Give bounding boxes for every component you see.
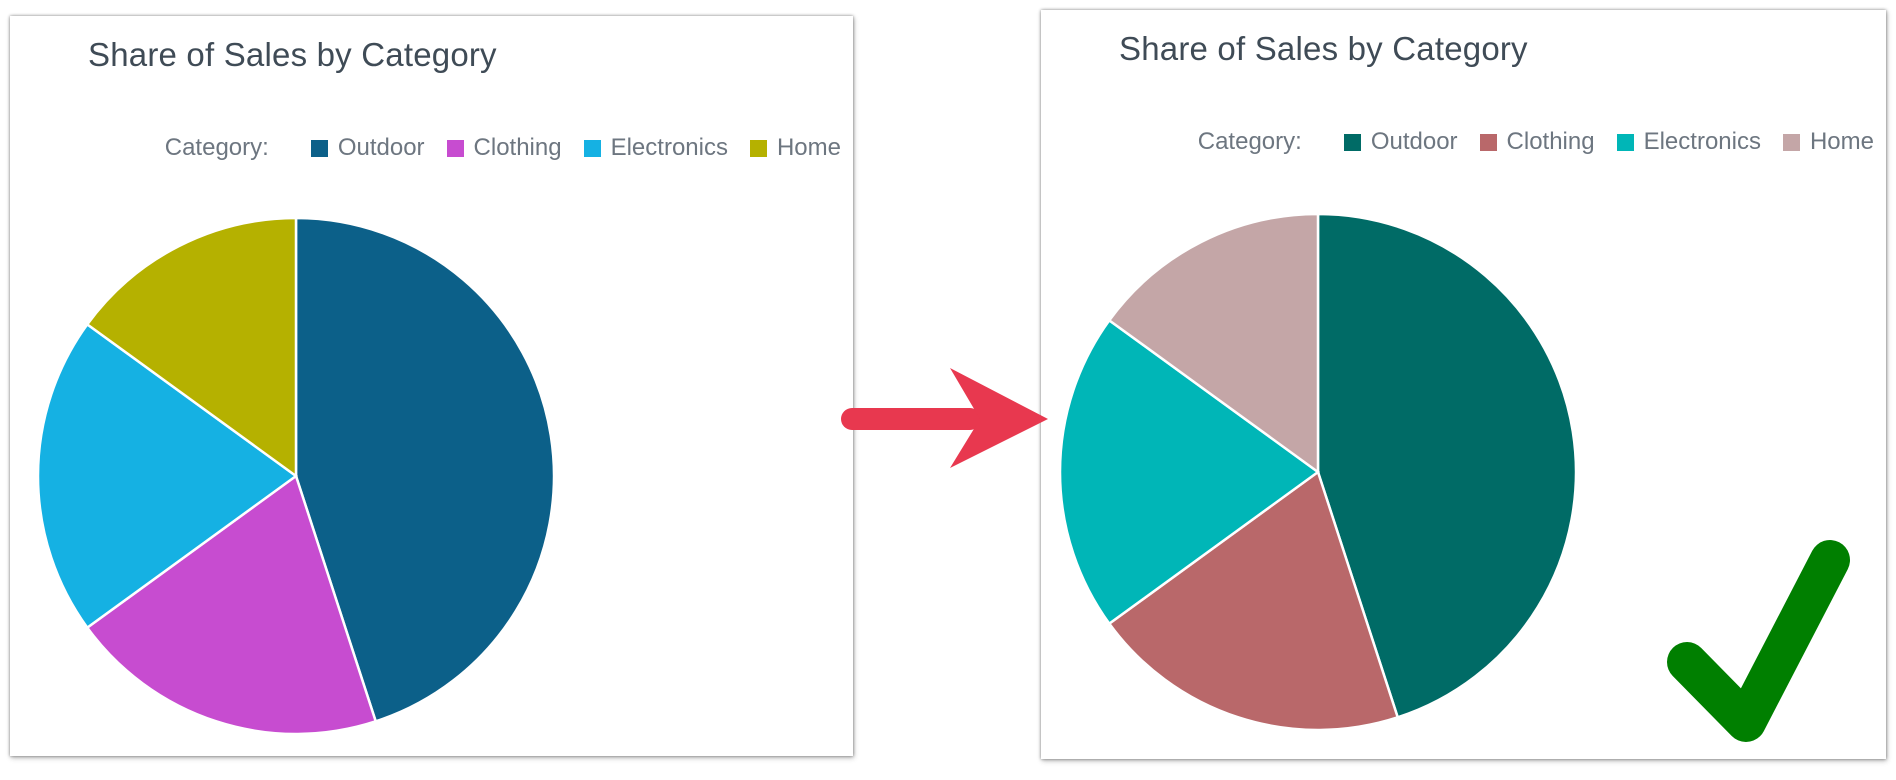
- legend-label: Home: [1809, 128, 1874, 155]
- legend-label: Clothing: [473, 134, 562, 161]
- right-arrow-icon: [841, 368, 1048, 468]
- chart-legend: Category: Outdoor Clothing Electronics H…: [165, 134, 841, 162]
- pie-slice-clothing[interactable]: [1107, 469, 1400, 732]
- legend-heading: Category:: [1197, 128, 1302, 155]
- legend-swatch: [1479, 133, 1497, 151]
- legend-label: Outdoor: [1370, 128, 1458, 155]
- pie-slice-clothing[interactable]: [85, 473, 378, 736]
- legend-item-home[interactable]: Home: [749, 134, 841, 162]
- legend-swatch: [583, 139, 601, 157]
- pie-chart: [1058, 212, 1578, 732]
- legend-item-electronics[interactable]: Electronics: [583, 134, 728, 162]
- legend-item-home[interactable]: Home: [1782, 128, 1874, 156]
- legend-swatch: [310, 139, 328, 157]
- legend-label: Outdoor: [337, 134, 425, 161]
- chart-legend: Category: Outdoor Clothing Electronics H…: [1198, 128, 1874, 156]
- legend-item-outdoor[interactable]: Outdoor: [310, 134, 425, 162]
- pie-slice-electronics[interactable]: [1058, 318, 1321, 626]
- legend-label: Clothing: [1506, 128, 1595, 155]
- legend-swatch: [1343, 133, 1361, 151]
- legend-heading: Category:: [164, 134, 269, 161]
- chart-title: Share of Sales by Category: [88, 36, 497, 73]
- legend-item-outdoor[interactable]: Outdoor: [1343, 128, 1458, 156]
- legend-swatch: [749, 139, 767, 157]
- legend-swatch: [1782, 133, 1800, 151]
- legend-label: Electronics: [610, 134, 728, 161]
- arrow-head: [950, 368, 1048, 468]
- pie-slice-outdoor[interactable]: [1316, 212, 1578, 719]
- legend-item-clothing[interactable]: Clothing: [446, 134, 562, 162]
- pie-chart: [36, 216, 556, 736]
- pie-slice-electronics[interactable]: [36, 322, 299, 630]
- pie-slice-home[interactable]: [1107, 212, 1320, 475]
- chart-card-after: Share of Sales by Category Category: Out…: [1041, 10, 1886, 759]
- pie-slice-home[interactable]: [85, 216, 298, 479]
- legend-label: Electronics: [1643, 128, 1761, 155]
- chart-title: Share of Sales by Category: [1119, 30, 1528, 67]
- chart-card-before: Share of Sales by Category Category: Out…: [10, 16, 853, 756]
- legend-label: Home: [776, 134, 841, 161]
- legend-swatch: [446, 139, 464, 157]
- pie-slice-outdoor[interactable]: [294, 216, 556, 723]
- legend-item-electronics[interactable]: Electronics: [1616, 128, 1761, 156]
- legend-item-clothing[interactable]: Clothing: [1479, 128, 1595, 156]
- legend-swatch: [1616, 133, 1634, 151]
